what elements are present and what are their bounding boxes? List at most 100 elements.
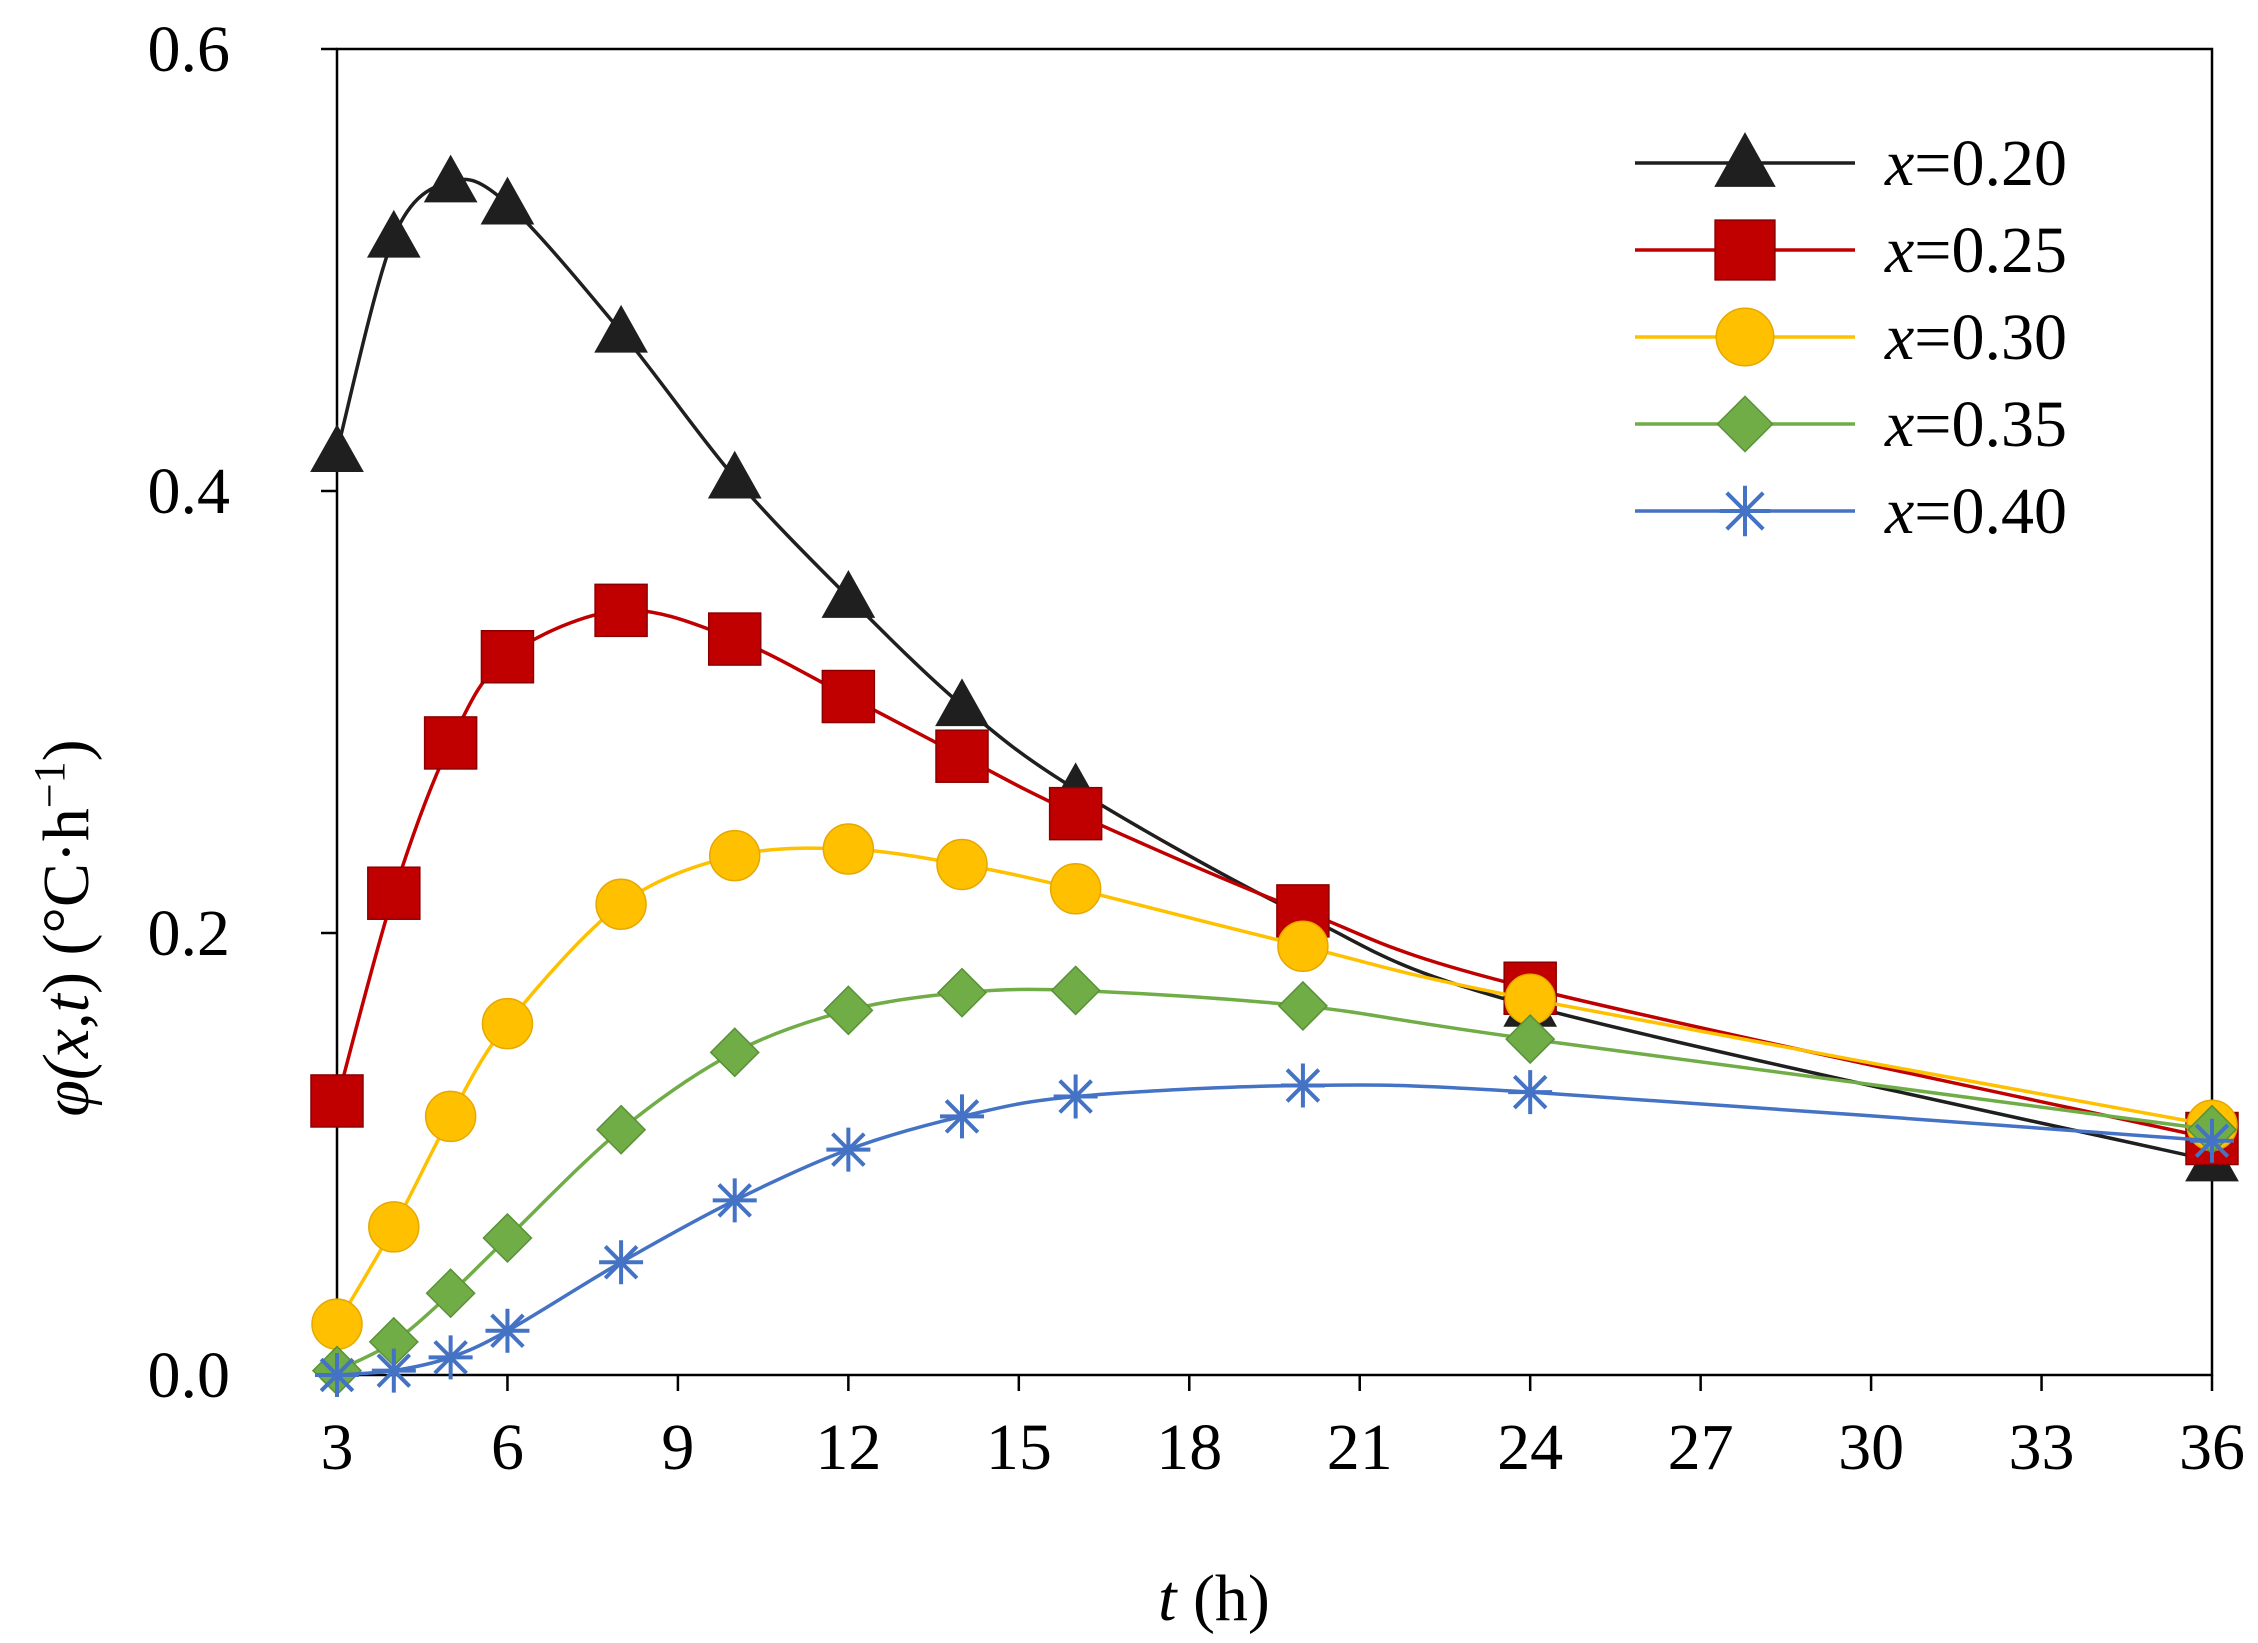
data-point	[1508, 1070, 1553, 1115]
legend-item: x=0.25	[1635, 214, 2067, 287]
data-point	[708, 829, 761, 882]
data-point	[481, 997, 534, 1050]
data-point	[425, 1268, 476, 1319]
data-point	[311, 1298, 363, 1350]
data-point	[594, 304, 648, 353]
x-axis: 3 6 9 12 15 18 21 24 27 30 33 36	[321, 1375, 2245, 1484]
legend-label: x=0.20	[1884, 127, 2067, 200]
y-label-sup: −1	[25, 761, 74, 808]
data-point	[2190, 1118, 2234, 1163]
data-point	[594, 583, 648, 638]
legend: x=0.20 x=0.25 x=0.30 x=0.35 x=0.40	[1635, 127, 2067, 548]
legend-marker	[1715, 307, 1775, 367]
data-point	[423, 154, 478, 203]
data-point	[822, 823, 875, 875]
x-tick-label: 30	[1838, 1411, 1904, 1484]
legend-item: x=0.40	[1635, 475, 2067, 548]
data-point	[423, 716, 478, 770]
data-point	[367, 866, 421, 920]
x-axis-label-unit: (h)	[1176, 1562, 1269, 1635]
x-axis-label-var: t	[1158, 1562, 1178, 1635]
y-tick-label: 0.0	[148, 1339, 231, 1412]
x-tick-label: 18	[1156, 1411, 1222, 1484]
x-tick-label: 36	[2179, 1411, 2245, 1484]
legend-item: x=0.20	[1635, 127, 2067, 200]
legend-label: x=0.30	[1884, 301, 2067, 374]
data-point	[821, 669, 876, 724]
data-point	[596, 1104, 647, 1155]
legend-marker	[1714, 132, 1776, 187]
data-point	[482, 1212, 533, 1264]
y-tick-label: 0.2	[148, 897, 231, 970]
data-point	[1280, 1063, 1325, 1108]
data-point	[935, 729, 989, 783]
x-tick-label: 3	[321, 1411, 354, 1484]
data-point	[595, 878, 647, 931]
data-point	[821, 570, 876, 618]
y-label-x: x	[30, 1029, 103, 1059]
x-tick-label: 21	[1327, 1411, 1393, 1484]
x-tick-label: 33	[2009, 1411, 2075, 1484]
legend-label: x=0.40	[1884, 475, 2067, 548]
legend-marker	[1716, 395, 1774, 453]
data-point	[310, 1074, 364, 1128]
data-point	[1048, 786, 1103, 841]
data-point	[826, 1127, 871, 1172]
data-point	[371, 1348, 416, 1393]
data-point	[368, 1201, 420, 1253]
data-point	[315, 1353, 359, 1397]
y-label-t: t	[30, 992, 103, 1012]
data-point	[1053, 1074, 1098, 1119]
y-tick-label: 0.4	[148, 455, 231, 528]
y-label-phi: φ(	[30, 1054, 103, 1117]
x-tick-label: 27	[1668, 1411, 1734, 1484]
data-point	[310, 424, 364, 472]
data-point	[1277, 920, 1329, 973]
legend-label: x=0.35	[1884, 388, 2067, 461]
legend-marker	[1714, 219, 1776, 281]
y-label-unit: (°C·h	[30, 808, 103, 972]
data-point	[707, 612, 762, 666]
data-point	[709, 1027, 760, 1078]
legend-item: x=0.30	[1635, 301, 2067, 374]
plot-frame	[335, 47, 2214, 1377]
series-x=0.30	[311, 823, 2238, 1350]
data-point	[480, 176, 535, 225]
x-tick-label: 12	[815, 1411, 881, 1484]
data-point	[366, 209, 421, 258]
data-point	[823, 985, 874, 1036]
data-point	[1277, 980, 1328, 1031]
data-point	[424, 1090, 477, 1143]
y-label-end: )	[30, 739, 103, 761]
series-line	[336, 987, 2213, 1373]
data-point	[936, 967, 988, 1018]
x-axis-label: t (h)	[1158, 1562, 1270, 1635]
data-point	[935, 678, 989, 727]
series-layer	[310, 154, 2239, 1397]
series-x=0.35	[311, 965, 2238, 1396]
y-label-comma: ,	[30, 1012, 103, 1029]
x-tick-label: 24	[1497, 1411, 1563, 1484]
legend-item: x=0.35	[1635, 388, 2067, 461]
data-point	[1505, 1014, 1556, 1065]
data-point	[936, 838, 988, 891]
series-x=0.40	[315, 1063, 2234, 1397]
y-axis-label: φ(x,t) (°C·h−1)	[25, 739, 103, 1116]
data-point	[940, 1094, 984, 1139]
y-tick-label: 0.6	[148, 13, 231, 86]
data-point	[712, 1178, 757, 1223]
plot-area	[335, 47, 2214, 1377]
x-tick-label: 9	[661, 1411, 694, 1484]
x-tick-label: 15	[986, 1411, 1052, 1484]
y-axis: 0.0 0.2 0.4 0.6	[148, 13, 337, 1412]
series-line	[335, 608, 2213, 1141]
data-point	[707, 450, 762, 499]
data-point	[480, 630, 535, 684]
y-label-close: )	[30, 972, 103, 994]
legend-marker	[1719, 485, 1771, 537]
x-tick-label: 6	[491, 1411, 524, 1484]
data-point	[1050, 965, 1101, 1016]
data-point	[428, 1335, 473, 1380]
data-point	[599, 1240, 644, 1285]
